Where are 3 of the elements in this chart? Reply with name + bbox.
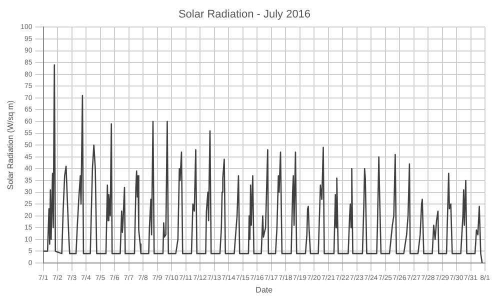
chart-title: Solar Radiation - July 2016 xyxy=(178,8,311,21)
x-axis-title: Date xyxy=(256,285,274,294)
y-axis-title: Solar Radiation (W/sq m) xyxy=(6,100,16,190)
